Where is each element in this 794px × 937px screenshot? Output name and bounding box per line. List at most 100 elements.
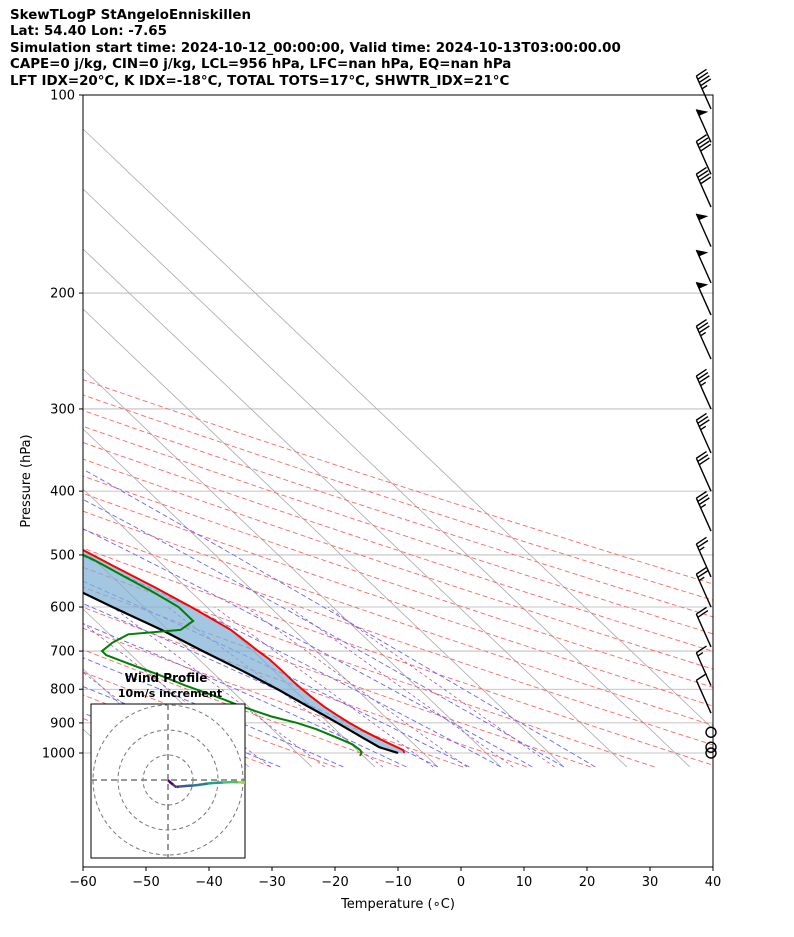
wind-barb-full [698, 497, 710, 506]
x-tick-label: −60 [69, 875, 96, 890]
wind-barb-full [695, 166, 707, 175]
moist-adiabat-line [83, 623, 407, 768]
wind-barb-shaft [695, 281, 712, 316]
hodograph-trace-segment [172, 783, 176, 787]
wind-barb-shaft [695, 419, 712, 454]
wind-barb-full [695, 450, 707, 459]
hodograph-inset: Wind Profile 10m/s increment [90, 671, 246, 859]
dry-adiabat-line [83, 547, 713, 766]
dry-adiabat-line [83, 718, 208, 768]
title-times: Simulation start time: 2024-10-12_00:00:… [10, 40, 621, 56]
hodograph-title: Wind Profile [125, 671, 208, 685]
wind-barb-full [700, 143, 712, 152]
wind-barb-full [700, 78, 712, 87]
wind-barb-half [698, 576, 705, 582]
cin-shading [83, 550, 405, 753]
mixing-ratio-line [327, 606, 555, 768]
wind-barb-full [697, 494, 709, 502]
wind-barb-full [698, 325, 710, 334]
y-tick-label: 200 [50, 287, 75, 302]
wind-barb-flag [696, 282, 709, 289]
isotherm-line [83, 248, 628, 768]
dry-adiabat-line [83, 458, 713, 670]
dry-adiabat-line [83, 475, 713, 688]
wind-barb-shaft [695, 613, 712, 648]
hodograph-trace-segment [173, 784, 178, 789]
wind-barb-half [700, 381, 707, 387]
isotherm-line [0, 95, 60, 767]
wind-barb-full [695, 134, 707, 143]
wind-barb-full [695, 368, 707, 377]
grid-layer [0, 95, 713, 768]
mixing-ratio-line [112, 606, 325, 768]
temperature-profile-line [83, 548, 406, 754]
hodograph-trace-segment [182, 784, 189, 788]
wind-barb-shaft [695, 457, 712, 492]
dry-adiabat-line [83, 510, 713, 726]
dry-adiabat-line [83, 649, 400, 768]
wind-barb-calm [705, 741, 717, 753]
wind-barb-full [697, 539, 709, 548]
wind-barb-shaft [695, 680, 712, 714]
wind-barb-full [698, 75, 710, 84]
title-indices: LFT IDX=20°C, K IDX=-18°C, TOTAL TOTS=17… [10, 73, 510, 89]
wind-barb-full [697, 170, 709, 178]
x-tick-label: 20 [579, 875, 596, 890]
hodograph-trace-segment [167, 779, 171, 783]
adiabat-layer [83, 379, 713, 768]
wind-barb-full [698, 375, 710, 384]
wind-barb-half [701, 84, 708, 90]
isotherm-line [83, 608, 250, 768]
wind-barb-full [698, 173, 710, 182]
wind-barb-full [695, 673, 707, 681]
wind-barb-calm [705, 747, 717, 759]
wind-barb-full [698, 457, 710, 466]
wind-barb-shaft [695, 497, 712, 532]
x-tick-label: −30 [258, 875, 285, 890]
isotherm-line [83, 188, 691, 768]
title-cape-cin: CAPE=0 j/kg, CIN=0 j/kg, LCL=956 hPa, LF… [10, 57, 512, 73]
wind-barb-full [695, 606, 707, 615]
dry-adiabat-line [83, 379, 713, 585]
isotherm-line [83, 128, 713, 730]
dry-adiabat-line [83, 492, 713, 707]
x-tick-label: 0 [457, 875, 465, 890]
isotherm-line [83, 308, 565, 768]
dry-adiabat-line [83, 425, 713, 635]
wind-barb-shaft [695, 75, 712, 110]
mixing-ratio-line [289, 606, 514, 768]
hodograph-subtitle: 10m/s increment [118, 687, 222, 700]
x-tick-label: −20 [321, 875, 348, 890]
x-tick-label: 40 [705, 875, 722, 890]
title-station: SkewTLogP StAngeloEnniskillen [10, 8, 252, 23]
wind-barb-shaft [695, 325, 712, 360]
y-tick-label: 400 [50, 485, 75, 500]
y-tick-label: 1000 [42, 747, 75, 762]
wind-barb-shaft [695, 573, 712, 608]
wind-barb-shaft [695, 375, 712, 410]
wind-barb-full [697, 454, 709, 463]
hodograph-trace-segment [168, 780, 172, 784]
dry-adiabat-line [83, 409, 713, 618]
wind-barb-shaft [695, 213, 712, 247]
wind-barb-half [700, 331, 707, 337]
title-latlon: Lat: 54.40 Lon: -7.65 [10, 24, 167, 40]
wind-barb-half [700, 503, 707, 509]
wind-barb-full [695, 566, 707, 575]
wind-barb-shaft [695, 141, 712, 175]
wind-barb-shaft [695, 652, 712, 686]
wind-barb-half [697, 652, 704, 657]
wind-barb-shaft [695, 173, 712, 208]
moist-adiabat-line [83, 468, 596, 768]
x-tick-label: 10 [516, 875, 533, 890]
x-tick-label: −50 [132, 875, 159, 890]
isotherm-line [83, 428, 439, 768]
y-tick-label: 900 [50, 716, 75, 731]
isotherm-line [83, 548, 313, 768]
dry-adiabat-line [83, 442, 713, 652]
wind-barb-full [700, 176, 712, 185]
mixing-ratio-line [245, 606, 468, 768]
y-tick-label: 700 [50, 645, 75, 660]
wind-barb-full [695, 318, 707, 327]
